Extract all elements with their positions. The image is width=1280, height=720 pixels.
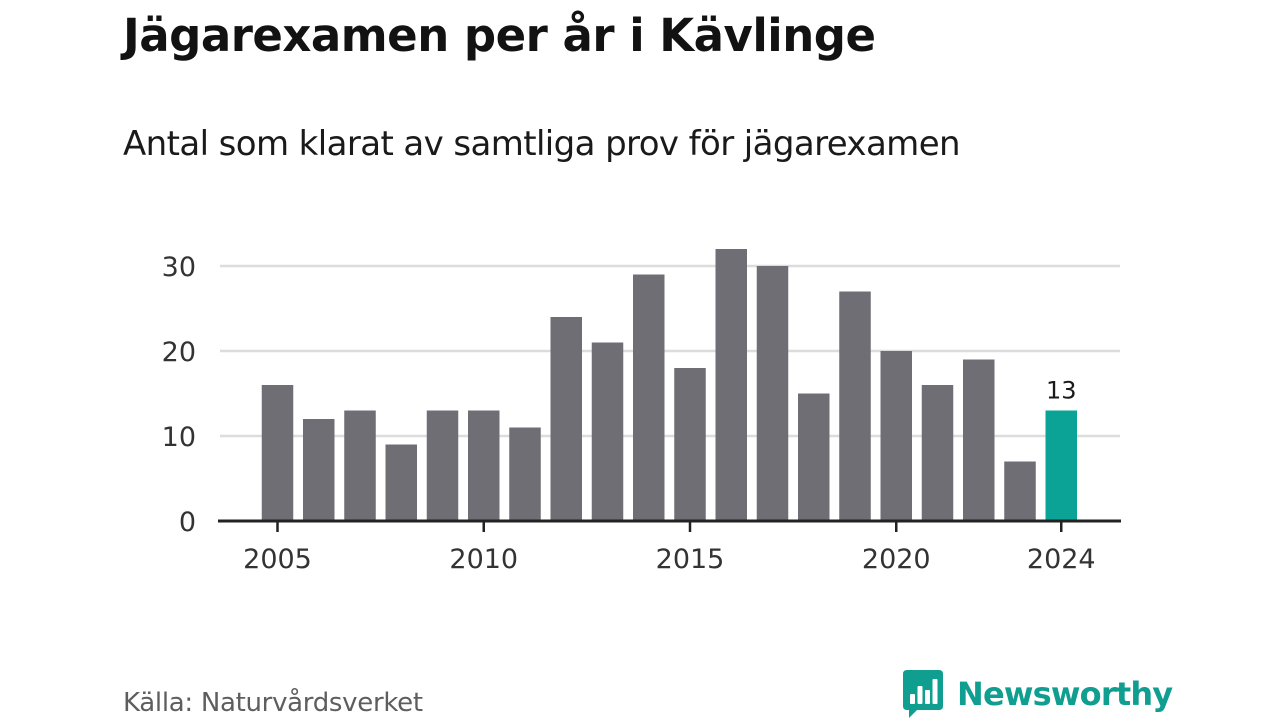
- data-label-2024: 13: [1046, 377, 1077, 405]
- source-note: Källa: Naturvårdsverket: [123, 688, 423, 718]
- x-tick-label: 2020: [862, 544, 931, 575]
- bar-2011: [509, 427, 541, 521]
- brand-name: Newsworthy: [957, 675, 1173, 713]
- y-axis-ticks: 0 10 20 30: [162, 252, 196, 538]
- bar-2019: [839, 291, 871, 521]
- bar-2024: [1045, 410, 1077, 521]
- bar-chart-speech-bubble-icon: [903, 670, 943, 718]
- bar-2014: [633, 274, 665, 521]
- bar-chart: 0 10 20 30 2005 2010 2015 2020 2024 13: [162, 249, 1121, 575]
- bar-2023: [1004, 461, 1036, 521]
- chart-title: Jägarexamen per år i Kävlinge: [123, 9, 876, 62]
- bar-2016: [715, 249, 747, 521]
- bar-2012: [550, 317, 582, 521]
- x-axis-ticks: 2005 2010 2015 2020 2024: [243, 521, 1096, 575]
- bar-2013: [591, 342, 624, 521]
- bar-2008: [385, 444, 417, 521]
- bars: [261, 249, 1077, 521]
- y-tick-label: 10: [162, 422, 196, 453]
- bar-2015: [674, 368, 706, 521]
- bar-2006: [303, 419, 335, 521]
- bar-2007: [344, 410, 376, 521]
- bar-2018: [798, 393, 830, 521]
- x-tick-label: 2005: [243, 544, 312, 575]
- y-tick-label: 0: [179, 507, 196, 538]
- chart-subtitle: Antal som klarat av samtliga prov för jä…: [123, 124, 961, 164]
- bar-2009: [426, 410, 459, 521]
- data-labels: 13: [1046, 377, 1077, 405]
- bar-2021: [921, 385, 954, 521]
- bar-2022: [963, 359, 995, 521]
- x-tick-label: 2010: [449, 544, 518, 575]
- bar-2017: [756, 266, 789, 521]
- x-tick-label: 2015: [656, 544, 725, 575]
- bar-2005: [261, 385, 294, 521]
- bar-2020: [880, 351, 912, 521]
- x-tick-label: 2024: [1027, 544, 1096, 575]
- y-tick-label: 20: [162, 337, 196, 368]
- newsworthy-logo: Newsworthy: [903, 670, 1173, 718]
- bar-2010: [468, 410, 500, 521]
- y-tick-label: 30: [162, 252, 196, 283]
